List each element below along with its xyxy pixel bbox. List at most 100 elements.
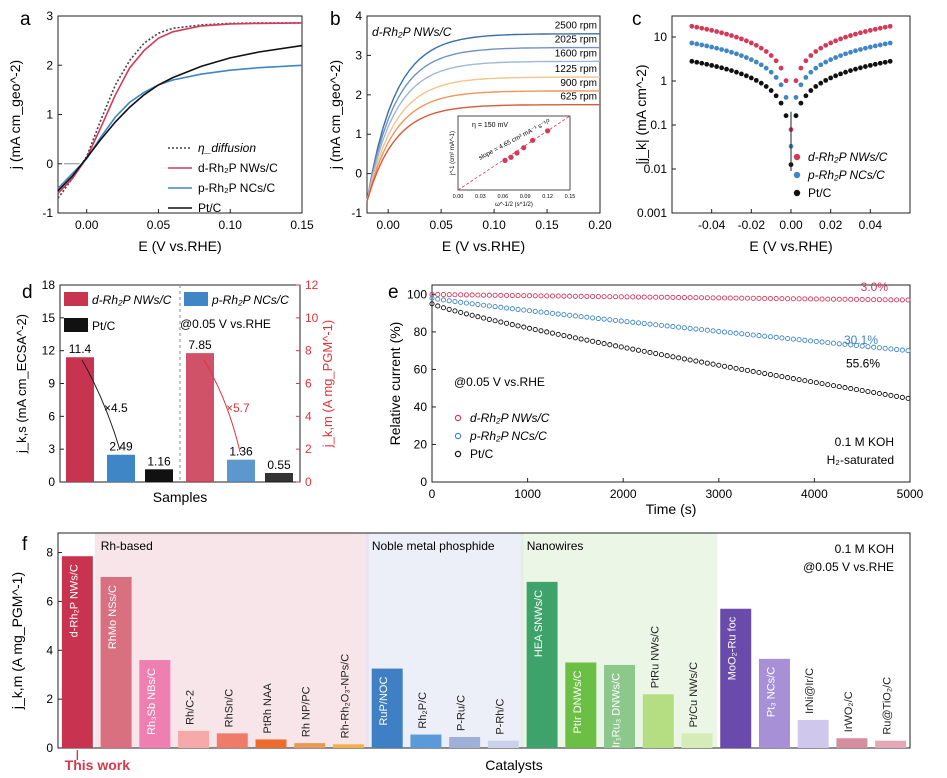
c-point [828, 40, 834, 46]
e-point [544, 310, 550, 316]
c-point [793, 78, 799, 84]
f-group-label: Noble metal phosphide [372, 539, 495, 553]
f-bar-label: PtRh NAA [262, 683, 274, 734]
e-point [876, 390, 882, 397]
c-point [818, 62, 824, 68]
f-bar-label: RhMo NSs/C [107, 585, 119, 649]
e-point [435, 291, 441, 298]
c-point [753, 77, 759, 83]
e-point [750, 295, 756, 301]
e-point [802, 337, 808, 343]
d-bar-mass-label: 0.55 [267, 458, 291, 472]
e-point [848, 386, 854, 392]
e-point [819, 381, 825, 387]
e-point [871, 297, 877, 303]
b-inset-point [530, 137, 536, 143]
b-inset-ylabel: j^-1 (cm² mA^-1) [450, 131, 456, 176]
c-point [758, 80, 764, 86]
d-bar-specific-label: 11.4 [69, 342, 92, 356]
c-point [689, 23, 695, 29]
c-point [704, 61, 710, 67]
d-ratio-arrow-left [81, 359, 121, 451]
c-point [748, 57, 754, 63]
e-point [767, 371, 773, 378]
d-legend-label: p-Rh₂P NCs/C [211, 293, 289, 307]
e-point [876, 297, 882, 303]
f-bar-label: IrWO₂/C [843, 691, 855, 732]
c-point [813, 49, 819, 54]
d-ytick-right-label: 12 [305, 278, 319, 292]
e-point [526, 325, 533, 331]
a-ytick-label: 0 [46, 157, 53, 171]
f-bar [565, 662, 597, 748]
f-bar [100, 576, 132, 748]
e-point [613, 343, 619, 349]
e-point [492, 292, 498, 298]
e-point [584, 314, 590, 320]
c-point [719, 65, 724, 71]
f-bar-label: PtRu NWs/C [649, 626, 661, 688]
f-bar-label: Rh-Rh₂O₃-NPs/C [339, 654, 351, 739]
e-point [452, 292, 458, 298]
e-annotation: H₂-saturated [827, 453, 894, 467]
a-legend-label: d-Rh₂P NWs/C [198, 161, 278, 175]
f-bar-label: Rh₃Sb NBs/C [146, 668, 158, 735]
panel-letter-e: e [388, 282, 399, 303]
c-point [887, 58, 893, 64]
b-rpm-label: 2025 rpm [555, 35, 597, 46]
e-point [830, 296, 837, 302]
a-legend-label: η_diffusion [198, 141, 256, 155]
e-point [458, 299, 464, 305]
f-bar [61, 556, 93, 748]
e-point [504, 292, 510, 298]
c-point [872, 61, 878, 67]
chart-a: 0.00 0.05 0.10 0.15 -1 0 1 2 3 η_diffusion d-Rh₂P … [7, 9, 314, 254]
d-ratio-arrow-right [203, 359, 241, 453]
e-point [532, 293, 538, 299]
c-point [838, 36, 843, 42]
d-ytick-right-label: 0 [305, 475, 312, 489]
f-group-label: Rh-based [101, 539, 153, 553]
c-point [773, 93, 779, 99]
c-point [748, 75, 754, 81]
e-point [647, 294, 653, 300]
e-point [733, 330, 739, 336]
e-point [681, 325, 687, 331]
e-point [888, 392, 894, 399]
e-point [664, 294, 670, 300]
e-loss-label: 3.0% [861, 280, 889, 294]
b-series-line [366, 90, 600, 202]
e-point [825, 382, 831, 388]
f-ytick-label: 8 [46, 546, 53, 560]
b-xtick-label: 0.00 [377, 218, 401, 232]
c-point [882, 41, 888, 47]
e-point [498, 319, 504, 325]
e-point [899, 297, 905, 303]
c-point [853, 31, 858, 37]
e-point [670, 354, 676, 360]
e-point [463, 292, 469, 298]
e-point [578, 293, 584, 299]
c-point [699, 42, 705, 48]
e-point [469, 312, 475, 318]
f-bar [875, 740, 907, 748]
e-point [653, 322, 659, 328]
e-point [532, 327, 538, 333]
e-point [584, 337, 590, 343]
c-point [838, 71, 843, 77]
b-rpm-label: 2500 rpm [555, 21, 597, 32]
d-ylabel-right: j_k,m (A mg_PGM^-1) [320, 320, 335, 448]
e-point [773, 373, 779, 379]
a-xtick-label: 0.15 [290, 218, 314, 232]
e-legend-marker [454, 450, 462, 458]
e-point [756, 295, 762, 301]
c-point [753, 59, 759, 65]
e-point [790, 376, 796, 382]
c-point [694, 59, 700, 65]
e-point [905, 348, 911, 354]
c-point [763, 49, 769, 54]
e-point [733, 295, 739, 301]
e-point [452, 308, 458, 314]
e-point [567, 312, 573, 318]
f-bar [371, 668, 403, 748]
